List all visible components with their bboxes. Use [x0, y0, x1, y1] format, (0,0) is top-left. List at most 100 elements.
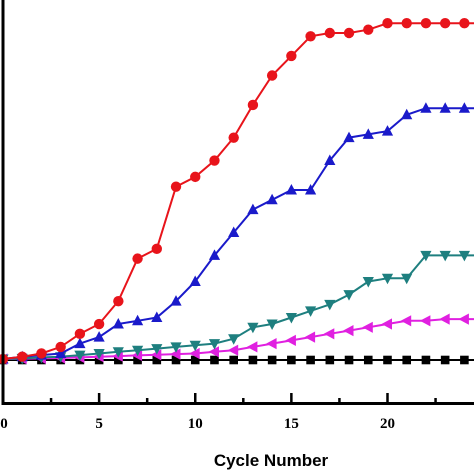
series-1-point	[151, 311, 163, 322]
series-2-point	[420, 250, 432, 262]
series-4-point	[363, 355, 373, 365]
series-2-point	[228, 334, 240, 345]
x-axis-title: Cycle Number	[214, 451, 329, 470]
series-3-point	[458, 313, 469, 325]
series-2-point	[170, 342, 182, 353]
series-2-point	[93, 349, 105, 360]
series-2-point	[401, 273, 413, 285]
series-2-point	[112, 347, 124, 358]
series-2-point	[458, 250, 470, 262]
series-0-point	[266, 70, 278, 81]
series-2-point	[132, 345, 144, 357]
series-4-point	[344, 355, 354, 365]
series-4-point	[383, 355, 392, 365]
series-4-point	[114, 355, 123, 365]
series-4-point	[152, 355, 162, 365]
series-3-point	[208, 346, 219, 358]
series-1-point	[55, 347, 67, 358]
series-4-point	[306, 355, 315, 365]
series-4-point	[325, 355, 335, 365]
series-0-point	[228, 132, 239, 143]
series-3-point	[304, 331, 316, 343]
series-2-point	[151, 344, 163, 355]
series-4-point	[287, 355, 296, 365]
series-0-point	[305, 31, 316, 42]
series-3-point	[266, 338, 277, 350]
series-1-point	[324, 154, 336, 165]
series-0-point	[382, 17, 393, 29]
series-4-point	[229, 355, 238, 365]
series-4-point	[460, 355, 469, 365]
series-0-point	[286, 50, 297, 62]
series-1-point	[420, 102, 432, 113]
x-ticks: 0 5 10 15 20	[0, 393, 437, 432]
series-1-point	[401, 108, 413, 120]
series-0-point	[363, 24, 374, 35]
series-0	[0, 17, 474, 365]
series-2-point	[74, 350, 86, 362]
series-3-point	[439, 313, 450, 325]
series-1-point	[93, 331, 105, 342]
series-1-point	[247, 203, 259, 215]
series-1-point	[208, 249, 221, 260]
series-4-point	[402, 355, 412, 365]
series-0-point	[93, 318, 105, 330]
series-0-point	[170, 181, 182, 192]
series-2-point	[343, 290, 355, 301]
series-4-point	[440, 355, 450, 365]
x-tick-label: 15	[284, 416, 299, 432]
series-0-point	[459, 17, 470, 29]
x-tick-label: 5	[95, 416, 103, 432]
series-2-point	[285, 313, 297, 324]
series-1-point	[439, 102, 451, 113]
series-0-point	[151, 243, 162, 255]
series-3-point	[400, 315, 412, 327]
series-1-point	[362, 128, 374, 139]
series-0-point	[401, 17, 412, 29]
series-1-point	[266, 193, 278, 205]
x-tick-label: 0	[0, 416, 8, 432]
series-0-point	[113, 295, 124, 307]
series-2-point	[247, 322, 259, 334]
series-3-point	[227, 344, 239, 356]
series-2-point	[305, 306, 317, 317]
series-0-point	[17, 351, 28, 362]
series-2-point	[266, 319, 278, 330]
series-2-point	[381, 273, 394, 285]
series-0-point	[36, 348, 47, 359]
series-3-point	[419, 315, 431, 327]
series-3-point	[381, 318, 392, 330]
series-3-point	[323, 328, 335, 340]
series-1-point	[285, 184, 297, 195]
series-1-point	[189, 275, 201, 286]
series-0-point	[132, 253, 143, 264]
plot-area	[0, 17, 474, 365]
series-1-point	[132, 314, 144, 326]
series-2-line	[2, 254, 474, 360]
series-0-point	[74, 328, 86, 340]
series-0-point	[439, 17, 451, 29]
series-1-point	[74, 337, 86, 349]
series-1	[0, 102, 474, 364]
series-1-point	[343, 131, 355, 143]
series-4-point	[248, 355, 258, 365]
series-0-point	[55, 341, 66, 353]
series-4-point	[267, 355, 277, 365]
series-1-point	[228, 226, 240, 237]
series-3-point	[246, 341, 258, 353]
series-1-point	[458, 102, 470, 113]
series-3-point	[362, 321, 373, 333]
series-4-point	[210, 355, 219, 365]
series-1-point	[305, 184, 317, 195]
series-0-point	[247, 99, 259, 111]
series-0-point	[420, 17, 432, 29]
series-3-point	[285, 334, 296, 346]
series-4-point	[421, 355, 431, 365]
x-tick-label: 10	[188, 416, 203, 432]
series-0-line	[2, 22, 474, 360]
series-3-point	[189, 347, 200, 360]
series-4-point	[171, 355, 181, 365]
series-2-point	[439, 250, 451, 262]
series-3-point	[170, 348, 181, 360]
